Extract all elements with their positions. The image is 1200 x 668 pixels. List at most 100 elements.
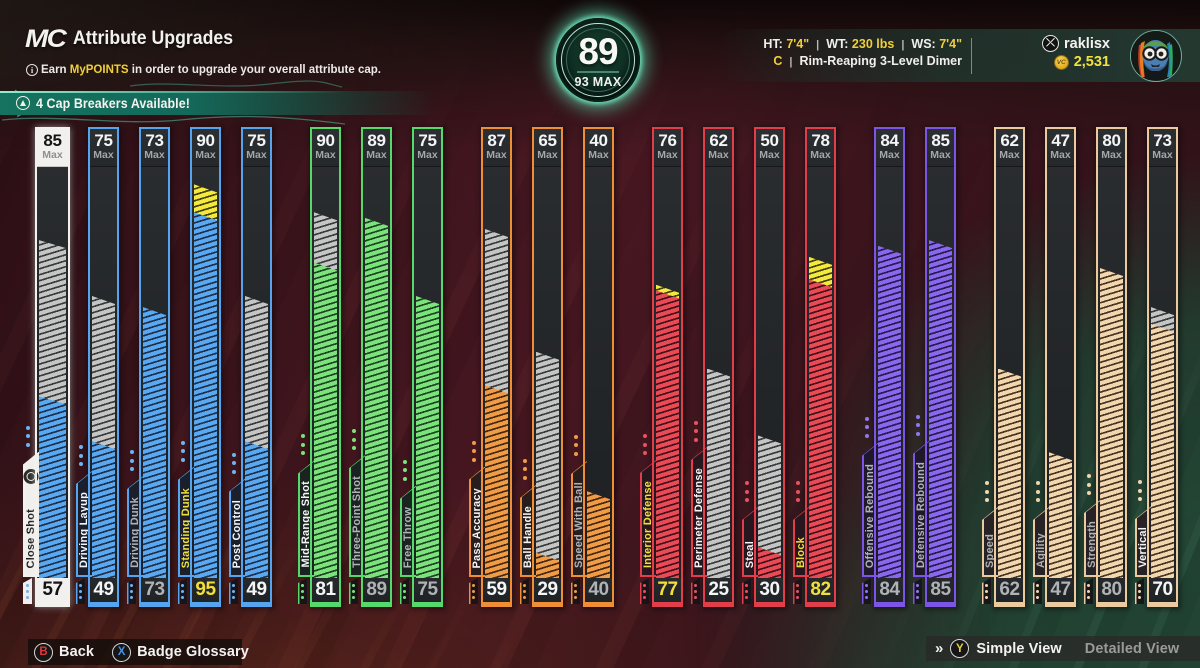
current-value: 62 [999, 579, 1020, 600]
cap-value: 47 [1051, 131, 1070, 150]
bar-frame [583, 127, 614, 607]
dot [643, 442, 647, 447]
dot [985, 583, 988, 587]
strip-top-dots [985, 481, 989, 502]
attribute-bar-close-shot[interactable]: 85 Max 57 Close Shot [23, 126, 73, 610]
strip-top-dots [1036, 481, 1040, 502]
current-plate: 30 [756, 578, 783, 602]
current-value: 95 [195, 579, 216, 600]
controller-y-icon[interactable]: Y [950, 639, 970, 658]
strip-bottom-dots [1084, 578, 1093, 604]
attribute-bar-ball-handle[interactable]: 65 Max 29 Ball Handle [520, 126, 566, 610]
attribute-bar-offensive-rebound[interactable]: 84 Max 84 Offensive Rebound [862, 126, 908, 610]
dot [181, 583, 184, 587]
detailed-view-button[interactable]: Detailed View [1084, 640, 1180, 657]
strip-bottom-dots [349, 578, 358, 604]
bar-frame [925, 127, 956, 607]
bar-frame [361, 127, 392, 607]
fill-current [1151, 323, 1174, 579]
attribute-bar-driving-dunk[interactable]: 73 Max 73 Driving Dunk [127, 126, 173, 610]
bar-frame [139, 127, 170, 607]
attribute-bar-free-throw[interactable]: 75 Max 75 Free Throw [400, 126, 446, 610]
dot [472, 449, 476, 454]
bar-frame [88, 127, 119, 607]
current-plate: 95 [192, 578, 219, 602]
strip-bottom-dots [520, 578, 529, 604]
back-button[interactable]: Back [59, 644, 95, 660]
fill-current [365, 217, 388, 579]
dot [232, 452, 236, 457]
attribute-bar-agility[interactable]: 47 Max 47 Agility [1033, 126, 1079, 610]
dot [181, 589, 184, 593]
controller-b-icon[interactable]: B [34, 642, 53, 662]
dot [574, 434, 578, 439]
current-plate: 59 [483, 578, 510, 602]
attribute-bar-vertical[interactable]: 73 Max 70 Vertical [1135, 126, 1181, 610]
dot [472, 457, 476, 462]
strip-bottom-dots [127, 578, 136, 604]
dot [745, 589, 748, 593]
strip-top-dots [1138, 480, 1142, 502]
dot [403, 476, 407, 481]
player-info-panel: HT: 7'4" | WT: 230 lbs | WS: 7'4" C | Rim-Reap… [716, 29, 1200, 82]
current-value: 75 [417, 579, 438, 600]
cap-plate: 47 Max [1047, 129, 1074, 167]
cap-max-label: Max [999, 149, 1020, 161]
badge-glossary-button[interactable]: Badge Glossary [137, 644, 249, 660]
current-value: 49 [93, 579, 114, 600]
dot [130, 589, 133, 593]
cap-max-label: Max [708, 149, 729, 161]
dot [26, 595, 29, 599]
dot [916, 589, 919, 593]
strip-top-dots [130, 450, 134, 472]
dot [796, 589, 799, 593]
current-plate: 85 [927, 578, 954, 602]
dot [574, 595, 577, 599]
cap-max-label: Max [366, 149, 387, 161]
strip-bottom-dots [913, 578, 922, 604]
attribute-bar-three-point-shot[interactable]: 89 Max 89 Three-Point Shot [349, 126, 395, 610]
attribute-bar-mid-range-shot[interactable]: 90 Max 81 Mid-Range Shot [298, 126, 344, 610]
dot [301, 442, 305, 447]
page-title: Attribute Upgrades [73, 28, 234, 49]
attribute-bar-post-control[interactable]: 75 Max 49 Post Control [229, 126, 275, 610]
cap-value: 50 [760, 131, 779, 150]
attribute-bar-speed[interactable]: 62 Max 62 Speed [982, 126, 1028, 610]
gamertag: raklisx [1064, 35, 1110, 52]
strip-top-dots [916, 414, 920, 436]
simple-view-button[interactable]: Simple View [976, 640, 1062, 657]
dot [301, 595, 304, 599]
attribute-bar-block[interactable]: 78 Max 82 Block [793, 126, 839, 610]
current-plate: 82 [807, 578, 834, 602]
attribute-bar-interior-defense[interactable]: 76 Max 77 Interior Defense [640, 126, 686, 610]
current-plate: 80 [1098, 578, 1125, 602]
controller-x-icon[interactable]: X [112, 642, 132, 662]
attribute-bar-standing-dunk[interactable]: 90 Max 95 Standing Dunk [178, 126, 224, 610]
attribute-bar-steal[interactable]: 50 Max 30 Steal [742, 126, 788, 610]
attribute-bar-speed-with-ball[interactable]: 40 Max 40 Speed With Ball [571, 126, 617, 610]
attribute-bar-defensive-rebound[interactable]: 85 Max 85 Defensive Rebound [913, 126, 959, 610]
dot [523, 467, 527, 472]
bar-base [361, 602, 392, 607]
cap-value: 87 [487, 131, 506, 150]
fill-current [1100, 268, 1123, 579]
dot [523, 589, 526, 593]
player-avatar[interactable] [1130, 30, 1182, 82]
attribute-bar-pass-accuracy[interactable]: 87 Max 59 Pass Accuracy [469, 126, 515, 610]
attribute-bar-strength[interactable]: 80 Max 80 Strength [1084, 126, 1130, 610]
cap-value: 73 [145, 131, 164, 150]
attribute-bar-driving-layup[interactable]: 75 Max 49 Driving Layup [76, 126, 122, 610]
cap-value: 73 [1153, 131, 1172, 150]
current-plate: 89 [363, 578, 390, 602]
strip-bottom-dots [793, 578, 802, 604]
dot [916, 423, 920, 428]
attribute-bar-perimeter-defense[interactable]: 62 Max 25 Perimeter Defense [691, 126, 737, 610]
cap-value: 65 [538, 131, 557, 150]
cap-breaker-text: 4 Cap Breakers Available! [36, 95, 190, 111]
dot [523, 458, 527, 463]
dot [985, 498, 989, 502]
bar-frame [310, 127, 341, 607]
strip-bottom-dots [571, 578, 580, 604]
dot [574, 589, 577, 593]
